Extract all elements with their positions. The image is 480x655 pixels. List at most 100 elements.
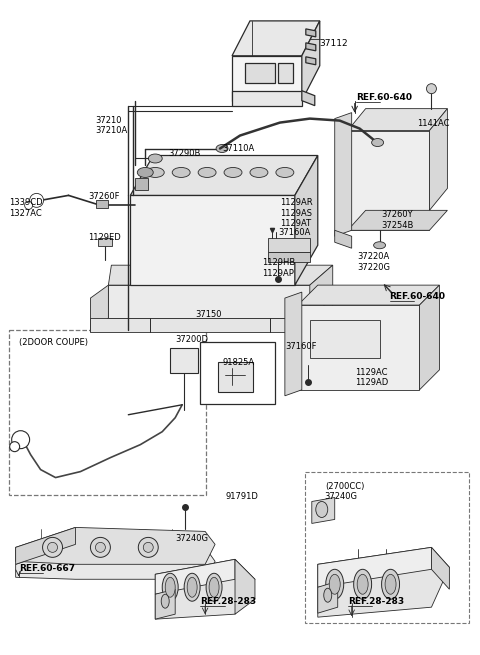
Text: 91791D: 91791D <box>225 491 258 500</box>
Polygon shape <box>420 285 439 390</box>
Polygon shape <box>310 320 380 358</box>
Ellipse shape <box>250 168 268 178</box>
Polygon shape <box>335 113 352 236</box>
Bar <box>305 472 469 623</box>
Circle shape <box>43 537 62 557</box>
Polygon shape <box>108 265 333 285</box>
Bar <box>218 362 253 392</box>
Circle shape <box>10 441 20 452</box>
Text: REF.28-283: REF.28-283 <box>200 597 256 607</box>
Ellipse shape <box>146 168 164 178</box>
Polygon shape <box>295 155 318 285</box>
Ellipse shape <box>329 574 340 594</box>
Polygon shape <box>306 43 316 51</box>
Text: 37112: 37112 <box>320 39 348 48</box>
Polygon shape <box>90 285 108 332</box>
Polygon shape <box>302 90 315 105</box>
Polygon shape <box>335 231 352 248</box>
Polygon shape <box>348 210 447 231</box>
Text: 37150: 37150 <box>195 310 222 319</box>
Circle shape <box>90 537 110 557</box>
Polygon shape <box>232 21 320 56</box>
Ellipse shape <box>316 502 328 517</box>
Text: 37240G: 37240G <box>175 534 208 544</box>
Polygon shape <box>306 29 316 37</box>
Text: (2700CC)
37240G: (2700CC) 37240G <box>325 481 364 501</box>
Circle shape <box>426 84 436 94</box>
Text: 37290B: 37290B <box>168 149 201 157</box>
Ellipse shape <box>172 168 190 178</box>
Text: 37210
37210A: 37210 37210A <box>96 116 128 135</box>
Polygon shape <box>432 548 449 590</box>
Polygon shape <box>298 305 420 390</box>
Ellipse shape <box>357 574 368 594</box>
Polygon shape <box>232 56 302 101</box>
Ellipse shape <box>187 577 197 597</box>
Text: 37220A
37220G: 37220A 37220G <box>358 252 391 272</box>
Text: REF.60-640: REF.60-640 <box>356 92 412 102</box>
Circle shape <box>48 542 58 552</box>
Polygon shape <box>285 292 302 396</box>
Polygon shape <box>312 498 335 523</box>
Polygon shape <box>232 90 302 105</box>
Polygon shape <box>302 21 320 101</box>
Polygon shape <box>318 581 338 613</box>
Bar <box>9 330 206 495</box>
Polygon shape <box>16 527 215 565</box>
Polygon shape <box>16 527 75 565</box>
Text: 37110A: 37110A <box>222 143 254 153</box>
Ellipse shape <box>206 573 222 601</box>
Polygon shape <box>298 285 439 305</box>
Polygon shape <box>130 195 295 285</box>
Text: 1141AC: 1141AC <box>418 119 450 128</box>
Text: 1129AC
1129AD: 1129AC 1129AD <box>355 368 388 387</box>
Bar <box>96 200 108 208</box>
Ellipse shape <box>224 168 242 178</box>
Text: REF.28-283: REF.28-283 <box>348 597 404 607</box>
Text: 1129HB
1129AP: 1129HB 1129AP <box>262 258 295 278</box>
Ellipse shape <box>354 569 372 599</box>
Ellipse shape <box>372 139 384 147</box>
Bar <box>200 342 275 403</box>
Ellipse shape <box>148 154 162 163</box>
Polygon shape <box>430 109 447 210</box>
Polygon shape <box>90 318 310 332</box>
Bar <box>98 238 112 246</box>
Ellipse shape <box>198 168 216 178</box>
Text: REF.60-640: REF.60-640 <box>390 292 445 301</box>
Circle shape <box>144 542 153 552</box>
Ellipse shape <box>216 145 228 153</box>
Polygon shape <box>155 590 175 619</box>
Ellipse shape <box>382 569 399 599</box>
Polygon shape <box>318 548 449 617</box>
Ellipse shape <box>373 242 385 249</box>
Text: 91825A: 91825A <box>222 358 254 367</box>
Ellipse shape <box>161 594 169 608</box>
Text: REF.60-667: REF.60-667 <box>19 565 75 573</box>
Ellipse shape <box>209 577 219 597</box>
Text: 37200D: 37200D <box>175 335 208 344</box>
Polygon shape <box>268 238 310 252</box>
Polygon shape <box>268 252 310 262</box>
Circle shape <box>12 431 30 449</box>
Polygon shape <box>310 298 333 332</box>
Circle shape <box>96 542 106 552</box>
Ellipse shape <box>165 577 175 597</box>
Circle shape <box>138 537 158 557</box>
Text: 37260F: 37260F <box>88 193 120 201</box>
Polygon shape <box>108 285 310 318</box>
Polygon shape <box>306 57 316 65</box>
Circle shape <box>24 201 33 210</box>
Bar <box>278 63 293 83</box>
Polygon shape <box>318 548 432 588</box>
Polygon shape <box>155 559 255 619</box>
Ellipse shape <box>324 588 332 602</box>
Polygon shape <box>16 544 215 579</box>
Text: 1129AR
1129AS
1129AT: 1129AR 1129AS 1129AT <box>280 198 312 228</box>
Polygon shape <box>155 559 235 594</box>
Text: 37160F: 37160F <box>285 342 316 351</box>
Polygon shape <box>135 178 148 191</box>
Polygon shape <box>348 109 447 130</box>
Ellipse shape <box>162 573 178 601</box>
Text: 37160A: 37160A <box>278 229 310 237</box>
